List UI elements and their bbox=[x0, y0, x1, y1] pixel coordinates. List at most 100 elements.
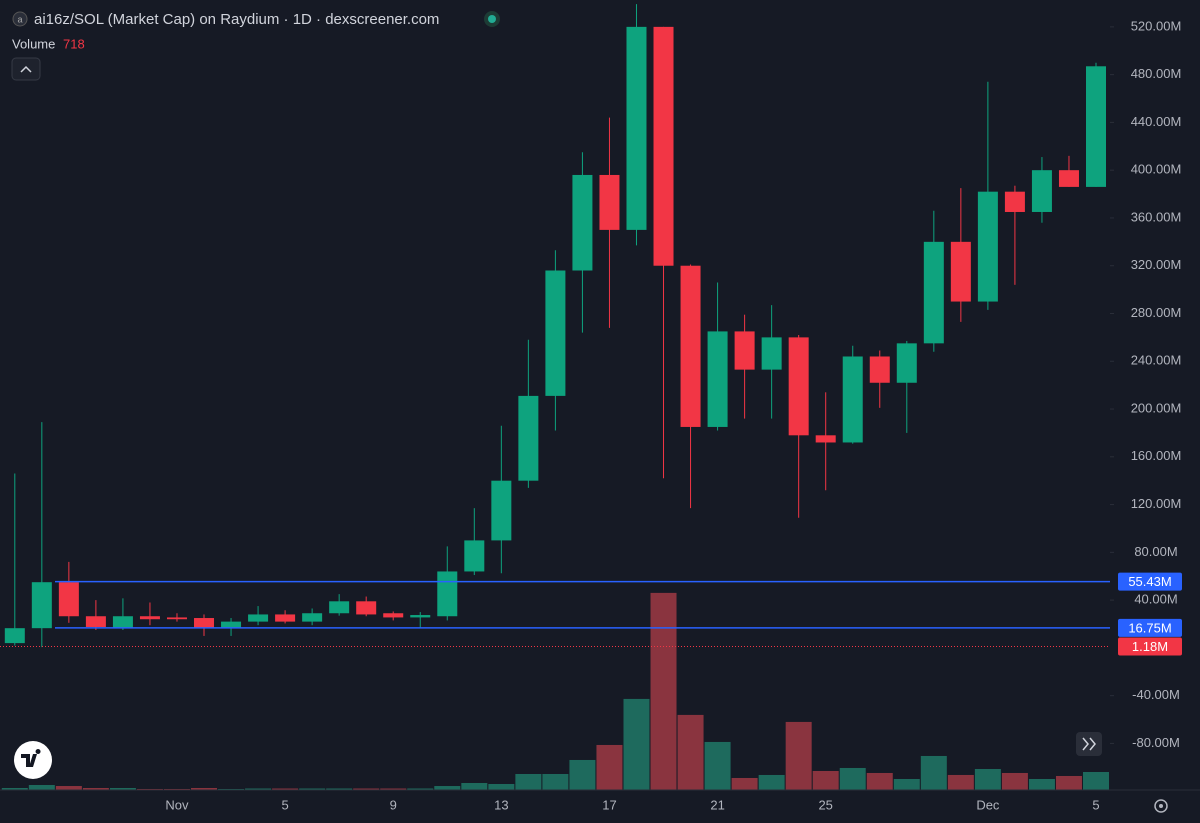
candle-body bbox=[977, 191, 998, 302]
candle-body bbox=[166, 617, 187, 620]
y-tick-label: -40.00M bbox=[1132, 687, 1180, 702]
x-tick-label: 5 bbox=[281, 797, 288, 812]
volume-bar bbox=[82, 788, 109, 790]
status-dot bbox=[488, 15, 496, 23]
y-tick-label: 200.00M bbox=[1131, 400, 1182, 415]
candle-body bbox=[491, 480, 512, 541]
y-tick-label: 160.00M bbox=[1131, 448, 1182, 463]
candle-body bbox=[410, 615, 431, 618]
price-line-tag bbox=[1118, 572, 1182, 591]
volume-bar bbox=[569, 759, 596, 790]
volume-bar bbox=[731, 777, 758, 790]
candle-body bbox=[1058, 170, 1079, 187]
volume-bar bbox=[109, 788, 136, 790]
x-tick-label: 5 bbox=[1092, 797, 1099, 812]
y-tick-label: 360.00M bbox=[1131, 209, 1182, 224]
price-line-tag bbox=[1118, 618, 1182, 637]
volume-bar bbox=[218, 788, 245, 790]
volume-bar bbox=[1055, 775, 1082, 790]
scroll-icon bbox=[1082, 737, 1096, 751]
candle-body bbox=[896, 343, 917, 383]
volume-bar bbox=[272, 788, 299, 790]
x-tick-label: Dec bbox=[976, 797, 1000, 812]
price-line-label: 55.43M bbox=[1128, 574, 1171, 589]
volume-bar bbox=[55, 786, 82, 790]
y-tick-label: 400.00M bbox=[1131, 162, 1182, 177]
candle-body bbox=[788, 337, 809, 436]
candle-body bbox=[599, 174, 620, 230]
volume-bar bbox=[974, 768, 1001, 790]
volume-bar bbox=[704, 741, 731, 790]
candle-body bbox=[626, 26, 647, 230]
y-tick-label: 80.00M bbox=[1134, 544, 1177, 559]
candle-body bbox=[248, 614, 269, 622]
scroll-button[interactable] bbox=[1076, 732, 1102, 756]
x-tick-label: 17 bbox=[602, 797, 616, 812]
volume-bar bbox=[191, 788, 218, 790]
logo-mark bbox=[21, 749, 41, 767]
volume-bar bbox=[893, 778, 920, 790]
y-tick-label: 240.00M bbox=[1131, 353, 1182, 368]
y-tick-label: 520.00M bbox=[1131, 18, 1182, 33]
candle-body bbox=[31, 582, 52, 629]
y-tick-label: 120.00M bbox=[1131, 496, 1182, 511]
collapse-button[interactable] bbox=[11, 57, 41, 81]
volume-bar bbox=[353, 788, 380, 790]
volume-bar bbox=[758, 774, 785, 790]
candle-body bbox=[221, 621, 242, 629]
candle-body bbox=[572, 174, 593, 271]
candle-body bbox=[680, 265, 701, 427]
volume-bar bbox=[245, 788, 272, 790]
volume-last-value: 718 bbox=[63, 36, 85, 51]
candle-body bbox=[815, 435, 836, 443]
settings-icon[interactable] bbox=[1154, 799, 1168, 813]
volume-bar bbox=[596, 744, 623, 790]
volume-bar bbox=[163, 788, 190, 790]
candle-body bbox=[329, 601, 350, 614]
token-icon-letter: a bbox=[17, 14, 22, 24]
volume-bar bbox=[677, 714, 704, 790]
y-tick-label: 440.00M bbox=[1131, 114, 1182, 129]
candle-body bbox=[356, 601, 377, 615]
y-tick-label: 480.00M bbox=[1131, 66, 1182, 81]
x-tick-label: 13 bbox=[494, 797, 508, 812]
token-icon bbox=[12, 11, 28, 27]
candle-body bbox=[869, 356, 890, 383]
volume-bar bbox=[1028, 778, 1055, 790]
volume-bar bbox=[947, 774, 974, 790]
candle-body bbox=[1086, 66, 1106, 187]
volume-bar bbox=[299, 788, 326, 790]
candle-body bbox=[112, 616, 133, 629]
candle-body bbox=[545, 270, 566, 396]
x-tick-label: 9 bbox=[390, 797, 397, 812]
volume-bar bbox=[407, 788, 434, 790]
settings-icon-center bbox=[1159, 804, 1163, 808]
candle-body bbox=[58, 582, 79, 617]
y-tick-label: 280.00M bbox=[1131, 305, 1182, 320]
candle-body bbox=[1031, 170, 1052, 212]
candle-body bbox=[464, 540, 485, 572]
x-tick-label: Nov bbox=[165, 797, 189, 812]
candle-body bbox=[707, 331, 728, 427]
volume-bar bbox=[380, 788, 407, 790]
candle-body bbox=[518, 395, 539, 481]
candle-body bbox=[139, 616, 160, 620]
candle-body bbox=[734, 331, 755, 370]
volume-bar bbox=[920, 755, 947, 790]
volume-bar bbox=[839, 767, 866, 790]
candle-body bbox=[275, 614, 296, 622]
volume-bar bbox=[1001, 772, 1028, 790]
price-line-label: 1.18M bbox=[1132, 639, 1168, 654]
volume-bar bbox=[326, 788, 353, 790]
candle-body bbox=[923, 241, 944, 344]
candle-body bbox=[653, 26, 674, 266]
volume-bar bbox=[1083, 771, 1109, 790]
price-axis bbox=[1110, 0, 1200, 790]
candle-body bbox=[194, 618, 215, 629]
candle-body bbox=[842, 356, 863, 443]
volume-bar bbox=[461, 783, 488, 790]
chart-title: ai16z/SOL (Market Cap) on Raydium · 1D ·… bbox=[34, 11, 439, 28]
collapse-icon bbox=[20, 65, 32, 73]
